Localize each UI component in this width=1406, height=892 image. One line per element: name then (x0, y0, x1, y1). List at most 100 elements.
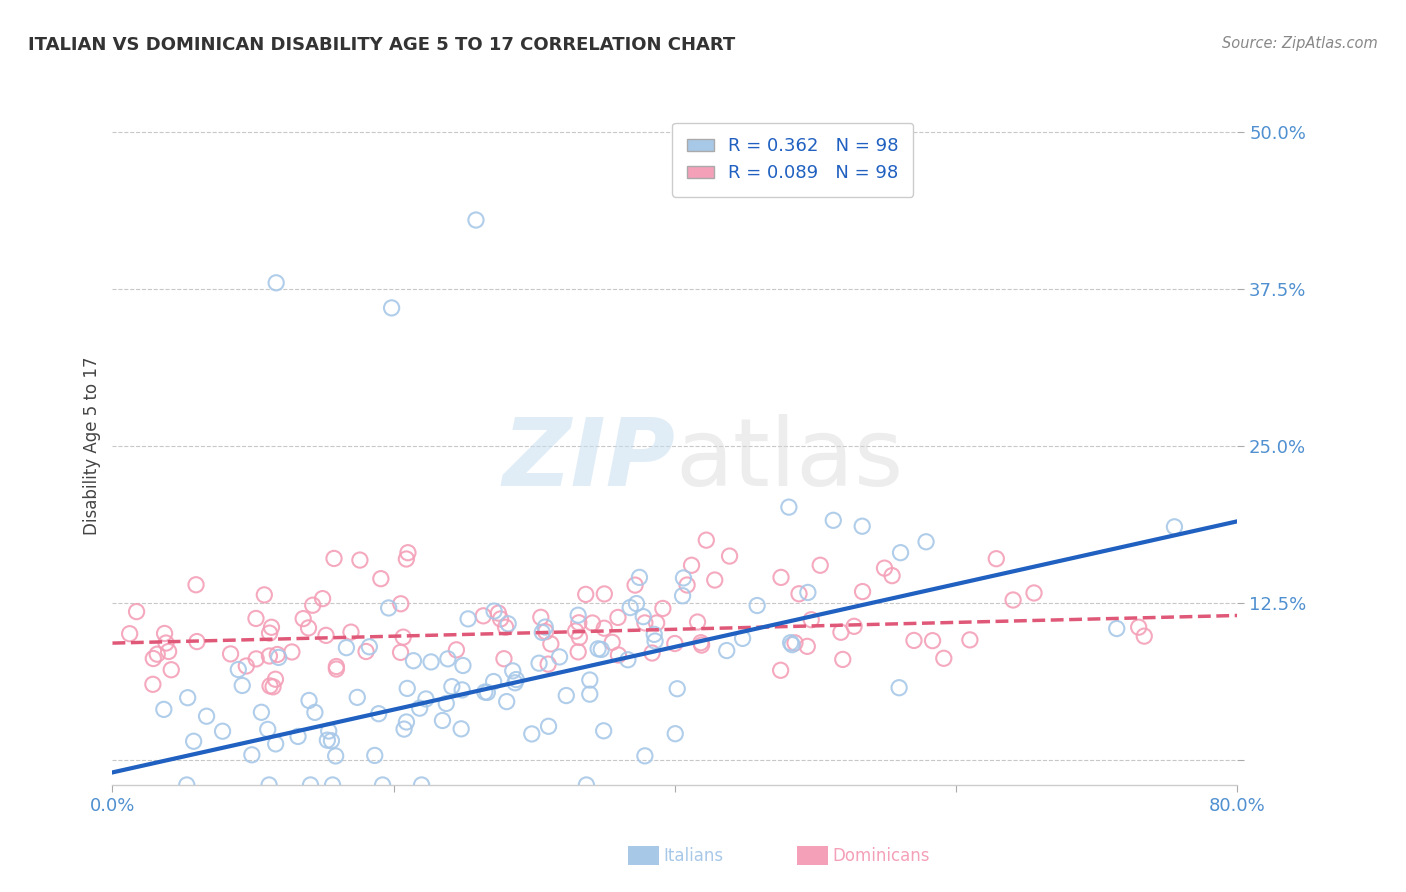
Legend: R = 0.362   N = 98, R = 0.089   N = 98: R = 0.362 N = 98, R = 0.089 N = 98 (672, 123, 914, 197)
Point (440, 680, 463, 694)
Point (446, 643, 468, 657)
Point (503, 675, 526, 690)
Point (160, 663, 183, 677)
Point (176, 690, 198, 705)
Point (281, 645, 304, 659)
Point (231, 678, 253, 692)
Point (628, 570, 651, 584)
Point (505, 673, 527, 687)
Point (472, 608, 495, 623)
Point (335, 640, 357, 655)
Point (672, 571, 695, 585)
Point (321, 733, 343, 747)
Point (932, 651, 955, 665)
Point (534, 624, 557, 639)
Point (593, 621, 616, 635)
Point (411, 778, 433, 792)
Point (389, 597, 412, 611)
Point (575, 587, 598, 601)
Point (396, 546, 419, 560)
Point (690, 636, 713, 650)
Point (578, 687, 600, 701)
Point (830, 625, 852, 640)
Point (359, 640, 381, 654)
Point (593, 587, 616, 601)
Point (800, 613, 823, 627)
Point (316, 733, 339, 747)
Point (851, 584, 873, 599)
Point (474, 685, 496, 699)
Point (292, 612, 315, 626)
Point (304, 706, 326, 720)
Point (651, 601, 673, 615)
Point (890, 546, 912, 560)
Point (731, 632, 754, 646)
Point (311, 591, 333, 606)
Point (787, 587, 810, 601)
Point (155, 636, 177, 650)
Point (695, 533, 717, 548)
Point (260, 620, 283, 634)
Point (211, 724, 233, 739)
Point (354, 644, 377, 658)
Point (437, 652, 460, 666)
Point (769, 570, 792, 584)
Point (142, 677, 165, 691)
Point (486, 606, 509, 620)
Point (489, 612, 512, 626)
Point (184, 578, 207, 592)
Point (915, 534, 938, 549)
Point (457, 612, 479, 626)
Point (644, 634, 666, 648)
Point (477, 685, 499, 699)
Point (325, 748, 347, 763)
Point (256, 723, 278, 737)
Point (537, 719, 560, 733)
Point (769, 663, 792, 677)
Point (240, 747, 263, 762)
Point (686, 615, 709, 629)
Point (1022, 586, 1045, 600)
Point (298, 693, 321, 707)
Point (346, 690, 368, 705)
Point (633, 609, 655, 624)
Point (257, 778, 280, 792)
Point (142, 651, 165, 665)
Point (264, 672, 287, 686)
Point (671, 589, 693, 603)
Point (592, 723, 614, 738)
Point (267, 650, 290, 665)
Point (125, 605, 148, 619)
Point (183, 734, 205, 748)
Point (959, 632, 981, 647)
Point (153, 626, 176, 640)
Point (567, 645, 589, 659)
Point (591, 642, 613, 657)
Point (527, 656, 550, 670)
Point (540, 637, 562, 651)
Point (245, 652, 267, 666)
Point (266, 648, 288, 662)
Point (903, 633, 925, 648)
Point (586, 641, 609, 656)
Point (534, 620, 557, 634)
Point (495, 695, 517, 709)
Point (340, 625, 363, 640)
Point (887, 681, 910, 695)
Point (617, 653, 640, 667)
Point (415, 692, 437, 706)
Point (195, 709, 218, 723)
Point (808, 558, 831, 573)
Point (634, 748, 657, 763)
Point (1002, 593, 1025, 607)
Point (1133, 629, 1156, 643)
Point (392, 630, 415, 644)
Point (643, 627, 665, 641)
Point (434, 697, 457, 711)
Point (235, 659, 257, 673)
Point (482, 674, 505, 689)
Point (318, 724, 340, 739)
Point (690, 638, 713, 652)
Point (492, 651, 515, 665)
Point (250, 706, 273, 720)
